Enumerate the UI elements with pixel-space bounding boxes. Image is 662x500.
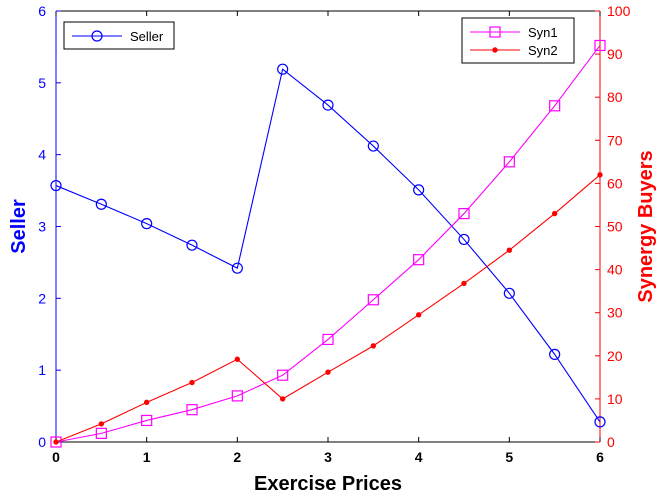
y-right-tick-label: 50 [607, 219, 623, 235]
series-point-seller [322, 99, 334, 111]
y-right-tick-label: 60 [607, 175, 623, 191]
series-point-syn2 [506, 247, 513, 253]
series-line-syn1 [55, 45, 601, 443]
x-axis-title: Exercise Prices [254, 473, 402, 495]
y-left-tick-label: 3 [38, 219, 46, 235]
series-point-seller [549, 348, 561, 360]
y-axis-left-title: Seller [8, 199, 30, 254]
y-left-tick-label: 6 [38, 3, 46, 19]
legend-box [461, 17, 575, 64]
series-point-seller [50, 179, 62, 192]
y-right-tick-label: 0 [607, 434, 615, 450]
series-point-syn2 [234, 356, 241, 362]
series-point-syn2 [143, 399, 150, 406]
x-tick-label: 3 [324, 449, 332, 465]
series-point-seller [277, 63, 289, 75]
legend-marker-syn1 [489, 26, 501, 38]
x-tick-label: 2 [233, 449, 241, 465]
legend-label-syn1: Syn1 [528, 25, 558, 40]
series-point-seller [186, 239, 198, 251]
series-point-syn1 [458, 207, 470, 220]
series-point-seller [367, 140, 379, 152]
series-point-syn1 [322, 333, 334, 346]
series-point-seller [413, 184, 425, 196]
x-tick-label: 5 [505, 449, 513, 465]
series-point-syn2 [325, 369, 331, 375]
y-axis-right-title: Synergy Buyers [635, 150, 657, 302]
series-point-syn2 [597, 172, 603, 178]
series-point-syn1 [231, 390, 243, 402]
x-tick-label: 4 [415, 449, 423, 465]
y-right-tick-label: 10 [607, 391, 623, 407]
series-point-syn1 [277, 369, 289, 381]
series-point-seller [141, 218, 153, 230]
y-right-tick-label: 90 [607, 46, 623, 62]
series-point-seller [95, 198, 107, 210]
series-point-syn1 [186, 404, 198, 416]
series-point-syn2 [279, 396, 286, 402]
legend-label-syn2: Syn2 [528, 43, 558, 58]
series-group [50, 39, 606, 448]
y-left-tick-label: 0 [38, 434, 46, 450]
y-left-tick-label: 2 [38, 290, 46, 306]
series-point-syn1 [367, 294, 379, 306]
legend-label-seller: Seller [130, 29, 164, 44]
series-point-syn2 [551, 210, 558, 217]
series-point-syn1 [95, 427, 107, 439]
x-tick-label: 1 [143, 449, 151, 465]
x-tick-label: 6 [596, 449, 604, 465]
y-left-tick-label: 4 [38, 147, 46, 163]
series-line-seller [55, 68, 601, 423]
y-right-tick-label: 100 [607, 3, 631, 19]
x-tick-label: 0 [52, 449, 60, 465]
y-right-tick-label: 70 [607, 132, 623, 148]
series-point-syn2 [415, 312, 422, 318]
series-point-seller [231, 262, 243, 274]
legend-marker-seller [91, 30, 103, 42]
series-line-syn2 [55, 174, 601, 443]
y-left-tick-label: 1 [38, 362, 46, 378]
series-point-syn2 [53, 439, 59, 445]
series-point-syn1 [503, 156, 515, 168]
y-right-tick-label: 20 [607, 348, 623, 364]
series-point-syn1 [141, 414, 153, 427]
legend-marker-syn2 [492, 47, 498, 53]
series-point-seller [594, 416, 606, 428]
legend-group: Seller Syn1 Syn2 [63, 17, 575, 64]
y-right-tick-label: 80 [607, 89, 623, 105]
series-point-syn2 [461, 280, 467, 287]
series-point-syn2 [189, 379, 195, 386]
series-point-seller [458, 233, 470, 246]
series-point-syn1 [594, 39, 606, 52]
y-right-tick-label: 40 [607, 262, 623, 278]
series-point-seller [503, 287, 515, 299]
series-point-syn1 [50, 436, 62, 448]
series-point-syn2 [370, 343, 377, 349]
series-point-syn1 [413, 254, 425, 266]
series-point-syn1 [549, 100, 561, 112]
y-left-tick-label: 5 [38, 75, 46, 91]
y-right-tick-label: 30 [607, 305, 623, 321]
axes-group [55, 10, 601, 443]
series-point-syn2 [98, 421, 105, 427]
